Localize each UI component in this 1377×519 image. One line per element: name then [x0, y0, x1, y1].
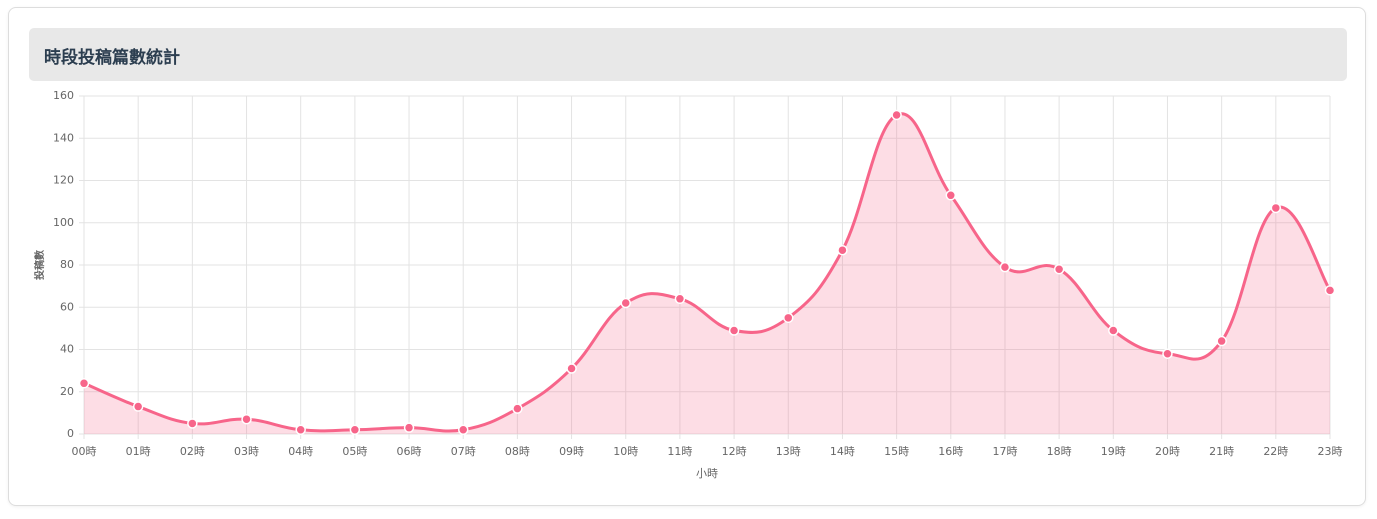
y-tick-label: 120 — [53, 174, 74, 187]
point — [1053, 263, 1065, 275]
x-tick-label: 01時 — [126, 445, 151, 458]
y-tick-label: 20 — [60, 385, 74, 398]
point — [295, 424, 306, 436]
point — [1108, 325, 1119, 336]
x-tick-label: 19時 — [1101, 445, 1126, 458]
x-axis-label: 小時 — [696, 467, 718, 480]
x-tick-label: 21時 — [1209, 445, 1234, 458]
point — [78, 378, 90, 389]
point — [1162, 348, 1173, 359]
y-tick-label: 100 — [53, 216, 74, 229]
x-tick-label: 11時 — [667, 445, 692, 458]
card: 時段投稿篇數統計 — [8, 7, 1366, 506]
point — [132, 401, 144, 412]
x-tick-label: 14時 — [830, 445, 855, 458]
point — [674, 293, 686, 305]
x-tick-label: 15時 — [884, 445, 909, 458]
y-tick-label: 40 — [60, 343, 74, 356]
x-tick-label: 07時 — [451, 445, 476, 458]
x-tick-label: 12時 — [722, 445, 747, 458]
y-tick-label: 140 — [53, 131, 74, 144]
point — [566, 363, 577, 374]
point — [241, 413, 252, 425]
x-tick-label: 04時 — [288, 445, 313, 458]
x-tick-label: 00時 — [72, 445, 97, 458]
y-tick-label: 0 — [67, 427, 74, 440]
point — [1216, 335, 1227, 347]
x-tick-label: 10時 — [613, 445, 638, 458]
point — [620, 297, 631, 309]
card-title: 時段投稿篇數統計 — [44, 48, 180, 68]
card-header: 時段投稿篇數統計 — [29, 28, 1347, 81]
point — [783, 312, 794, 324]
x-tick-label: 16時 — [938, 445, 963, 458]
point — [349, 424, 361, 436]
x-tick-label: 05時 — [342, 445, 367, 458]
point — [403, 422, 415, 433]
area — [84, 113, 1330, 435]
x-tick-label: 18時 — [1047, 445, 1072, 458]
x-tick-label: 06時 — [397, 445, 422, 458]
point — [728, 325, 740, 336]
x-tick-label: 13時 — [776, 445, 801, 458]
point — [512, 403, 523, 414]
y-axis-label: 投稿數 — [33, 250, 46, 280]
x-tick-label: 20時 — [1155, 445, 1180, 458]
point — [891, 109, 902, 121]
x-tick-label: 23時 — [1318, 445, 1343, 458]
x-tick-label: 22時 — [1263, 445, 1288, 458]
x-tick-label: 17時 — [992, 445, 1017, 458]
x-tick-label: 08時 — [505, 445, 530, 458]
x-tick-label: 02時 — [180, 445, 205, 458]
y-tick-label: 160 — [53, 89, 74, 102]
point — [187, 418, 198, 429]
y-tick-label: 80 — [60, 258, 74, 271]
x-tick-label: 03時 — [234, 445, 259, 458]
point — [945, 190, 957, 201]
point — [999, 261, 1011, 273]
x-tick-label: 09時 — [559, 445, 584, 458]
line — [83, 112, 1332, 433]
point — [457, 424, 469, 436]
point — [1324, 285, 1336, 296]
point — [837, 244, 848, 256]
point — [1270, 202, 1282, 214]
y-tick-label: 60 — [60, 300, 74, 313]
